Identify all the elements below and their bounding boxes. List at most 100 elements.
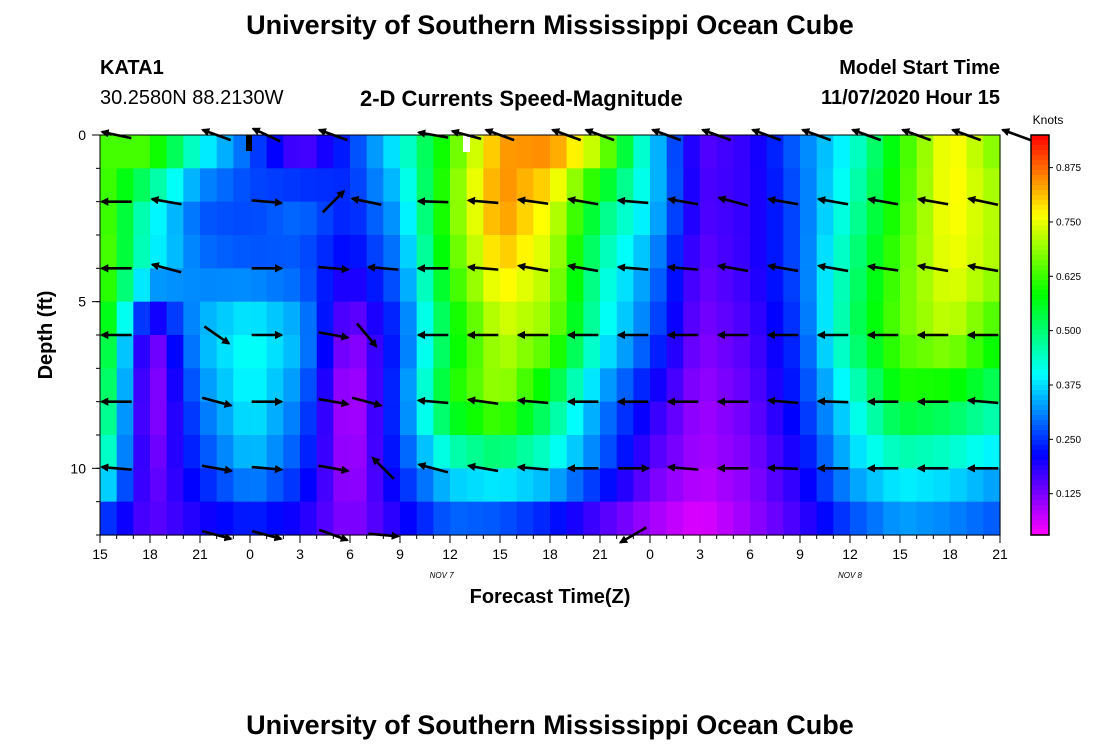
heatmap-cell [350,435,368,469]
heatmap-cell [966,401,984,436]
heatmap-cell [983,235,1001,269]
heatmap-cell [816,168,834,203]
heatmap-cell [400,301,418,336]
heatmap-cell [566,301,584,336]
heatmap-cell [100,201,118,236]
heatmap-cell [200,168,218,203]
heatmap-cell [983,368,1001,403]
colorbar-swatch [1031,160,1049,166]
x-tick-label: 21 [592,546,608,562]
heatmap-cell [950,168,968,203]
heatmap-cell [466,468,484,503]
heatmap-cell [983,468,1001,503]
heatmap-cell [650,335,668,369]
heatmap-cell [100,501,118,536]
heatmap-cell [616,201,634,236]
colorbar-tick-label: 0.500 [1056,326,1081,337]
heatmap-cell [916,201,934,236]
x-tick-label: 12 [442,546,458,562]
heatmap-cell [650,168,668,203]
heatmap-cell [500,368,518,403]
heatmap-cell [800,235,818,269]
heatmap-cell [416,201,434,236]
heatmap-cell [366,435,384,469]
heatmap-cell [200,368,218,403]
colorbar-swatch [1031,490,1049,496]
heatmap-cell [800,168,818,203]
heatmap-cell [216,168,234,203]
heatmap-cell [416,301,434,336]
heatmap-cell [866,435,884,469]
heatmap-cell [650,235,668,269]
colorbar-swatch [1031,210,1049,216]
heatmap-cell [200,435,218,469]
current-vector [516,262,549,273]
heatmap-cell [516,168,534,203]
heatmap-cell [600,468,618,503]
current-vector [251,464,284,474]
current-vector [466,462,499,473]
colorbar-swatch [1031,485,1049,491]
current-vector [516,463,549,472]
model-start-time: 11/07/2020 Hour 15 [820,87,1000,109]
heatmap-cell [166,235,184,269]
heatmap-cell [983,501,1001,536]
heatmap-cell [900,268,918,303]
heatmap-cell [433,401,451,436]
heatmap-cell [433,468,451,503]
heatmap-cell [833,168,851,203]
heatmap-cell [700,435,718,469]
heatmap-cell [900,235,918,269]
colorbar-swatch [1031,465,1049,471]
heatmap-cell [833,235,851,269]
heatmap-cell [683,401,701,436]
heatmap-cell [850,168,868,203]
heatmap-cell [383,168,401,203]
heatmap-cell [133,401,151,436]
heatmap-cell [633,468,651,503]
heatmap-cell [200,468,218,503]
heatmap-cell [600,368,618,403]
current-vector [516,396,549,406]
heatmap-cell [316,235,334,269]
heatmap-cell [366,235,384,269]
heatmap-cell [166,268,184,303]
heatmap-cell [283,468,301,503]
heatmap-cell [916,335,934,369]
heatmap-cell [550,235,568,269]
heatmap-cell [816,301,834,336]
heatmap-cell [383,268,401,303]
current-vector [350,195,382,207]
heatmap-cell [416,401,434,436]
heatmap-cell [983,335,1001,369]
heatmap-cell [783,401,801,436]
heatmap-cell [333,501,351,536]
heatmap-cell [716,201,734,236]
heatmap-cell [833,468,851,503]
heatmap-cell [516,268,534,303]
time-markers [246,135,470,152]
y-axis: 0 5 10 [70,127,100,536]
colorbar-swatch [1031,300,1049,306]
heatmap-cell [383,135,401,169]
heatmap-cell [250,301,268,336]
heatmap-cell [833,201,851,236]
colorbar-swatch [1031,455,1049,461]
heatmap-cell [850,235,868,269]
start-marker [246,135,252,151]
colorbar-swatch [1031,430,1049,436]
heatmap-cell [116,335,134,369]
heatmap-cell [116,468,134,503]
heatmap-cell [450,468,468,503]
heatmap-cell [883,501,901,536]
heatmap-cell [416,235,434,269]
heatmap-cell [583,268,601,303]
current-vector [356,322,378,348]
heatmap-cell [600,201,618,236]
current-vector [416,396,449,406]
heatmap-cell [500,435,518,469]
heatmap-cell [616,268,634,303]
heatmap-cell [616,401,634,436]
heatmap-cell [683,501,701,536]
heatmap-cell [466,135,484,169]
